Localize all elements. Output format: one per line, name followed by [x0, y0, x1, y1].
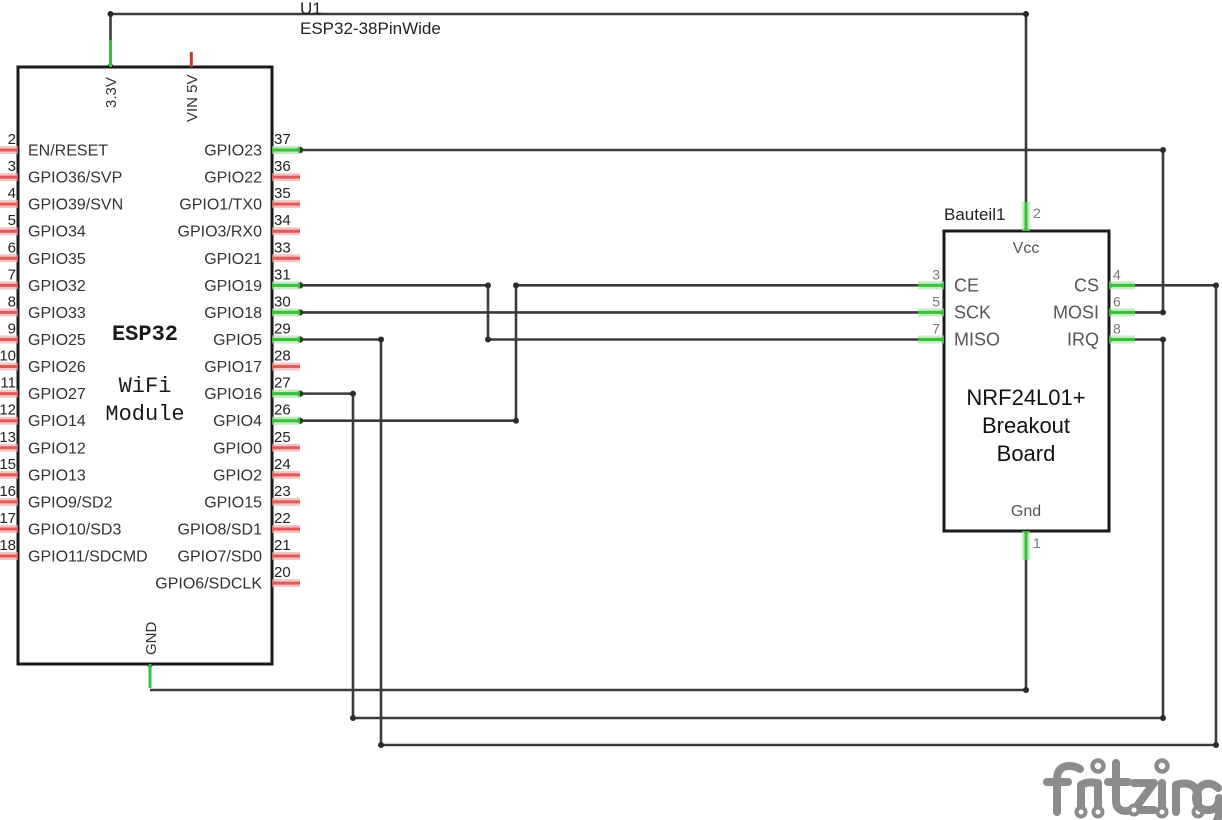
svg-text:GPIO1/TX0: GPIO1/TX0 [179, 197, 262, 214]
svg-text:5: 5 [932, 293, 940, 309]
svg-text:36: 36 [274, 158, 291, 175]
svg-text:17: 17 [0, 510, 16, 527]
svg-text:16: 16 [0, 483, 16, 500]
svg-text:SCK: SCK [954, 303, 991, 323]
svg-text:GPIO35: GPIO35 [28, 251, 86, 268]
svg-text:9: 9 [8, 320, 16, 337]
svg-text:GPIO6/SDCLK: GPIO6/SDCLK [155, 576, 262, 593]
svg-text:22: 22 [274, 510, 291, 527]
svg-text:GPIO33: GPIO33 [28, 305, 86, 322]
svg-text:7: 7 [932, 320, 940, 336]
svg-text:GPIO8/SD1: GPIO8/SD1 [178, 521, 263, 538]
svg-text:GPIO15: GPIO15 [204, 494, 262, 511]
svg-text:WiFi: WiFi [119, 374, 172, 399]
svg-text:4: 4 [8, 185, 16, 202]
svg-text:CE: CE [954, 276, 979, 296]
svg-text:7: 7 [8, 266, 16, 283]
svg-text:ESP32-38PinWide: ESP32-38PinWide [300, 19, 441, 38]
svg-text:2: 2 [1033, 205, 1041, 221]
svg-text:18: 18 [0, 537, 16, 554]
svg-text:GPIO26: GPIO26 [28, 359, 86, 376]
svg-text:GPIO9/SD2: GPIO9/SD2 [28, 494, 113, 511]
svg-text:GPIO12: GPIO12 [28, 440, 86, 457]
svg-text:20: 20 [274, 564, 291, 581]
svg-text:GPIO22: GPIO22 [204, 170, 262, 187]
svg-text:GPIO4: GPIO4 [213, 413, 262, 430]
svg-text:GPIO17: GPIO17 [204, 359, 262, 376]
svg-text:GPIO39/SVN: GPIO39/SVN [28, 197, 123, 214]
svg-text:GPIO14: GPIO14 [28, 413, 86, 430]
svg-text:8: 8 [1113, 320, 1121, 336]
svg-text:29: 29 [274, 320, 291, 337]
svg-text:27: 27 [274, 375, 291, 392]
svg-text:GPIO34: GPIO34 [28, 224, 86, 241]
svg-text:1: 1 [1033, 535, 1041, 551]
svg-text:Vcc: Vcc [1013, 240, 1040, 257]
svg-text:EN/RESET: EN/RESET [28, 143, 108, 160]
svg-text:23: 23 [274, 483, 291, 500]
svg-text:34: 34 [274, 212, 291, 229]
svg-text:GPIO27: GPIO27 [28, 386, 86, 403]
svg-text:Board: Board [997, 441, 1056, 466]
svg-text:GPIO2: GPIO2 [213, 467, 262, 484]
svg-text:GPIO5: GPIO5 [213, 332, 262, 349]
svg-text:GPIO0: GPIO0 [213, 440, 262, 457]
svg-text:ESP32: ESP32 [112, 322, 178, 347]
svg-text:GPIO21: GPIO21 [204, 251, 262, 268]
svg-text:8: 8 [8, 293, 16, 310]
svg-text:GPIO32: GPIO32 [28, 278, 86, 295]
svg-text:11: 11 [0, 375, 16, 392]
svg-text:GPIO23: GPIO23 [204, 143, 262, 160]
svg-text:13: 13 [0, 429, 16, 446]
svg-text:33: 33 [274, 239, 291, 256]
svg-text:GPIO11/SDCMD: GPIO11/SDCMD [28, 549, 148, 566]
svg-text:IRQ: IRQ [1067, 330, 1099, 350]
svg-text:24: 24 [274, 456, 291, 473]
svg-text:Breakout: Breakout [982, 413, 1070, 438]
svg-text:4: 4 [1113, 266, 1121, 282]
svg-text:GPIO10/SD3: GPIO10/SD3 [28, 521, 121, 538]
svg-text:21: 21 [274, 537, 291, 554]
svg-text:6: 6 [8, 239, 16, 256]
svg-text:GPIO18: GPIO18 [204, 305, 262, 322]
svg-text:6: 6 [1113, 293, 1121, 309]
svg-text:Bauteil1: Bauteil1 [944, 205, 1005, 224]
svg-text:U1: U1 [300, 0, 322, 18]
svg-text:12: 12 [0, 402, 16, 419]
svg-text:37: 37 [274, 131, 291, 148]
svg-text:35: 35 [274, 185, 291, 202]
svg-text:MISO: MISO [954, 330, 1000, 350]
svg-text:3.3V: 3.3V [103, 77, 120, 108]
svg-text:25: 25 [274, 429, 291, 446]
svg-text:Module: Module [105, 402, 184, 427]
svg-text:GPIO36/SVP: GPIO36/SVP [28, 170, 122, 187]
svg-text:GPIO3/RX0: GPIO3/RX0 [178, 224, 263, 241]
svg-text:3: 3 [932, 266, 940, 282]
svg-text:10: 10 [0, 348, 16, 365]
svg-text:GPIO19: GPIO19 [204, 278, 262, 295]
svg-text:Gnd: Gnd [1011, 503, 1041, 520]
svg-text:31: 31 [274, 266, 291, 283]
svg-text:GPIO13: GPIO13 [28, 467, 86, 484]
svg-text:26: 26 [274, 402, 291, 419]
svg-text:GPIO7/SD0: GPIO7/SD0 [178, 549, 263, 566]
svg-text:GPIO25: GPIO25 [28, 332, 86, 349]
svg-text:5: 5 [8, 212, 16, 229]
svg-text:2: 2 [8, 131, 16, 148]
svg-text:MOSI: MOSI [1053, 303, 1099, 323]
svg-text:GPIO16: GPIO16 [204, 386, 262, 403]
svg-text:NRF24L01+: NRF24L01+ [966, 385, 1085, 410]
svg-text:15: 15 [0, 456, 16, 473]
svg-text:28: 28 [274, 348, 291, 365]
svg-text:CS: CS [1074, 276, 1099, 296]
svg-text:VIN 5V: VIN 5V [184, 74, 201, 122]
svg-text:3: 3 [8, 158, 16, 175]
svg-text:30: 30 [274, 293, 291, 310]
svg-text:GND: GND [143, 622, 160, 656]
